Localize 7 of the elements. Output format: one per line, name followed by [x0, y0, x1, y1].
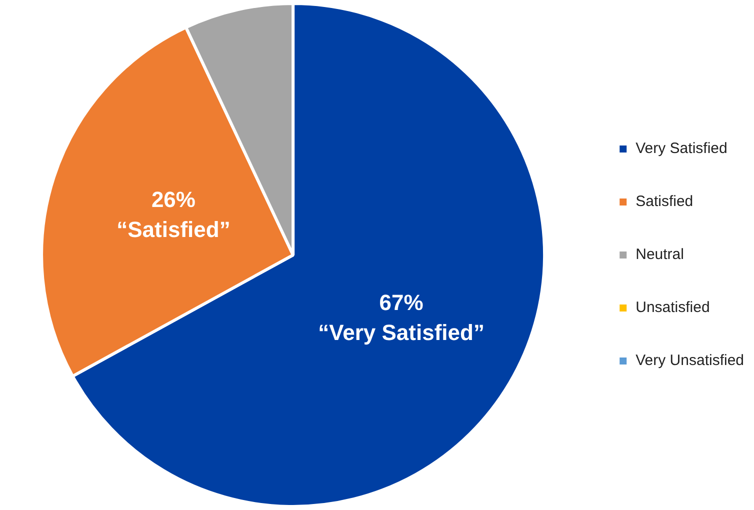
legend-label: Very Satisfied	[636, 140, 728, 158]
legend-label: Very Unsatisfied	[636, 352, 744, 370]
legend-label: Unsatisfied	[636, 299, 710, 316]
data-label: 67% “Very Satisfied”	[318, 290, 484, 346]
data-label: 26% “Satisfied”	[116, 187, 230, 242]
legend-label: Neutral	[636, 246, 684, 264]
legend-label: Satisfied	[636, 193, 694, 210]
